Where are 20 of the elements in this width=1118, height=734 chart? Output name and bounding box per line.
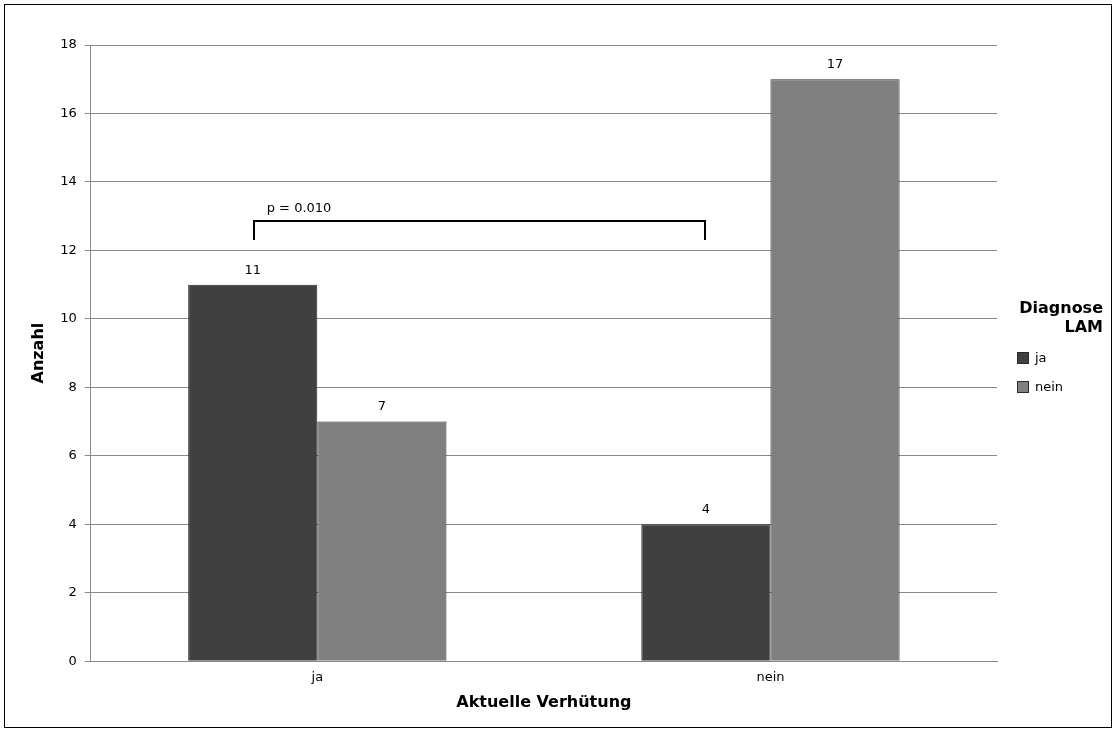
y-axis-title: Anzahl — [27, 322, 47, 384]
y-tick-label: 8 — [68, 378, 77, 394]
data-label: 7 — [377, 398, 387, 414]
legend-title: Diagnose LAM — [1018, 298, 1103, 337]
legend-label: nein — [1035, 379, 1064, 395]
y-tick-label: 2 — [68, 584, 77, 600]
data-label: 4 — [701, 501, 711, 517]
y-tick-label: 4 — [68, 515, 77, 531]
data-label: 11 — [244, 261, 262, 277]
y-tick-label: 10 — [60, 310, 77, 326]
y-tick-label: 18 — [60, 36, 77, 52]
y-tick-label: 12 — [60, 241, 77, 257]
y-tick-label: 16 — [60, 104, 77, 120]
y-tick-label: 0 — [68, 652, 77, 668]
legend-label: ja — [1035, 350, 1047, 366]
annotation: p = 0.010 — [266, 199, 332, 215]
y-tick-label: 14 — [60, 173, 77, 189]
x-axis-title: Aktuelle Verhütung — [456, 691, 632, 711]
data-label: 17 — [826, 56, 844, 72]
y-tick-label: 6 — [68, 447, 77, 463]
